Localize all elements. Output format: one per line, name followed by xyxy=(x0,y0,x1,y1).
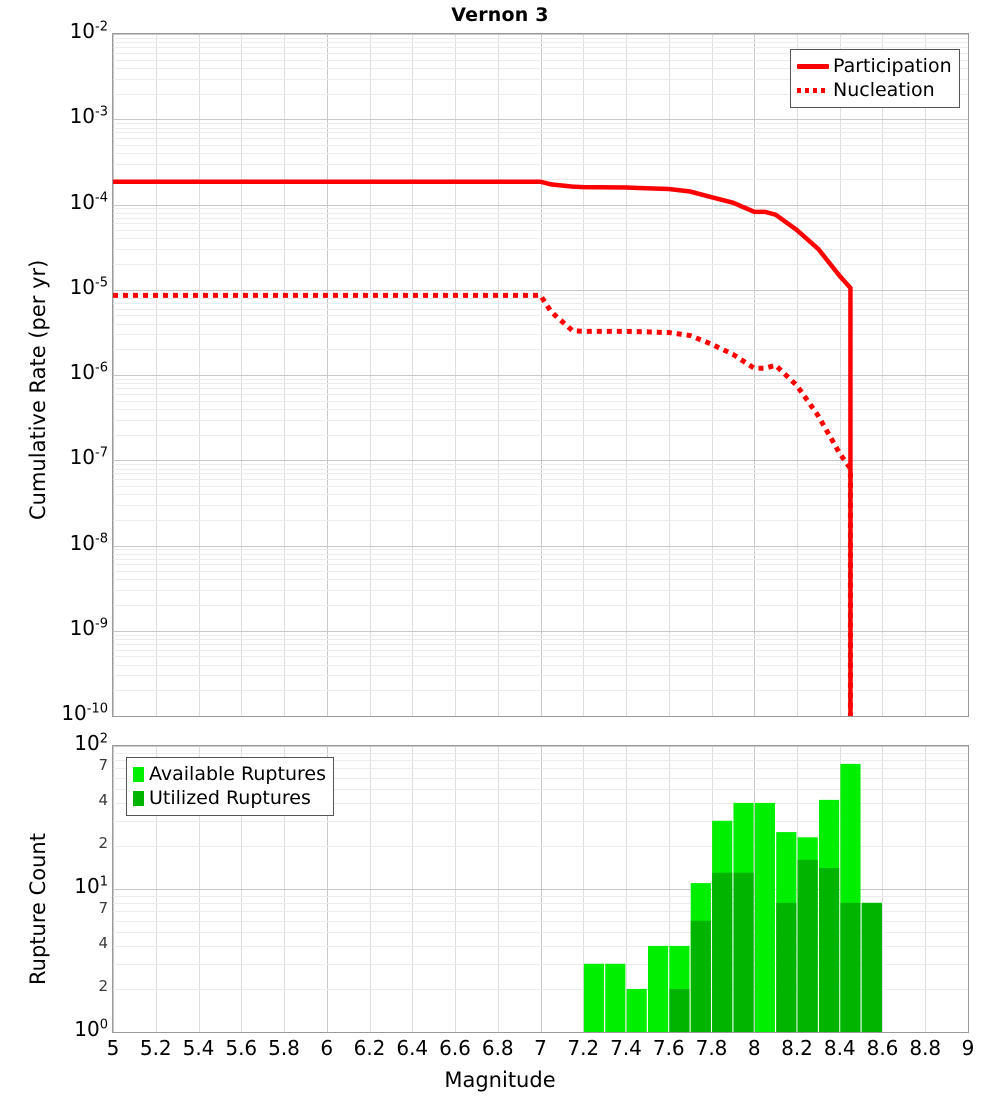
bar-available xyxy=(583,963,605,1032)
top-ytick--6: 10-6 xyxy=(69,360,108,384)
bar-utilized xyxy=(690,920,711,1032)
xtick-7-8: 7.8 xyxy=(695,1036,728,1060)
top-ytick--8: 10-8 xyxy=(69,530,108,555)
top-plot-grid xyxy=(113,34,968,716)
legend-item-participation: Participation xyxy=(797,54,952,78)
bar-available xyxy=(840,763,861,1032)
bar-available xyxy=(712,820,733,1032)
series-nucleation xyxy=(113,292,853,716)
top-ytick--3: 10-3 xyxy=(69,104,108,129)
bottom-yminor-7-0: 7 xyxy=(98,756,108,775)
xtick-6: 6 xyxy=(320,1036,334,1060)
xtick-7-4: 7.4 xyxy=(610,1036,642,1060)
bar-available xyxy=(690,883,711,1032)
bar-available xyxy=(647,945,669,1032)
bar-available xyxy=(626,988,647,1032)
top-ytick--10: 10-10 xyxy=(61,701,108,725)
bar-available xyxy=(605,963,626,1032)
top-plot-curves xyxy=(113,179,853,716)
bottom-ytick-1: 101 xyxy=(74,874,108,898)
legend-label: Participation xyxy=(833,55,952,77)
top-y-tick-labels: 10-2 10-3 10-4 10-5 10-6 10-7 10-8 10-9 10-10 xyxy=(0,0,108,1100)
xtick-8-4: 8.4 xyxy=(823,1036,856,1060)
xtick-5-4: 5.4 xyxy=(182,1036,215,1060)
top-ytick--2: 10-2 xyxy=(69,19,108,43)
top-ytick--9: 10-9 xyxy=(69,615,108,640)
xtick-5-8: 5.8 xyxy=(268,1036,300,1060)
top-ytick--5: 10-5 xyxy=(69,274,108,299)
series-participation xyxy=(113,179,853,716)
top-plot-legend: Participation Nucleation xyxy=(790,49,960,108)
color-swatch-icon xyxy=(133,766,144,782)
legend-item-nucleation: Nucleation xyxy=(797,78,952,102)
bottom-yminor-2-2: 2 xyxy=(98,833,108,852)
xtick-9: 9 xyxy=(961,1036,975,1060)
top-ytick--4: 10-4 xyxy=(69,189,108,214)
bottom-yminor-7-3: 7 xyxy=(98,899,108,918)
bottom-y-tick-labels: 102 101 100 7 4 2 7 4 2 xyxy=(0,0,108,1100)
bar-utilized xyxy=(797,859,818,1032)
legend-label: Utilized Ruptures xyxy=(149,787,311,809)
bottom-plot-legend: Available Ruptures Utilized Ruptures xyxy=(126,757,334,816)
xtick-6-6: 6.6 xyxy=(439,1036,471,1060)
xtick-6-8: 6.8 xyxy=(481,1036,514,1060)
xtick-8-2: 8.2 xyxy=(781,1036,813,1060)
bar-utilized xyxy=(818,868,840,1032)
bar-available xyxy=(754,802,776,1032)
bar-utilized xyxy=(840,902,861,1032)
xtick-5-6: 5.6 xyxy=(225,1036,258,1060)
bar-available xyxy=(861,902,882,1032)
bar-available xyxy=(669,945,690,1032)
bar-utilized xyxy=(861,902,882,1032)
bar-available xyxy=(797,837,818,1032)
bottom-yminor-2-5: 2 xyxy=(98,976,108,995)
bar-utilized xyxy=(776,902,797,1032)
cumulative-rate-plot xyxy=(112,33,969,717)
solid-line-icon xyxy=(797,63,829,69)
bottom-y-axis-label: Rupture Count xyxy=(26,833,50,985)
legend-item-utilized-ruptures: Utilized Ruptures xyxy=(133,786,326,810)
x-axis-label: Magnitude xyxy=(444,1068,556,1092)
bottom-yminor-4-4: 4 xyxy=(98,933,108,952)
page-title: Vernon 3 xyxy=(451,4,549,26)
xtick-7-2: 7.2 xyxy=(567,1036,600,1060)
xtick-6-4: 6.4 xyxy=(396,1036,429,1060)
xtick-6-2: 6.2 xyxy=(353,1036,386,1060)
top-y-axis-label: Cumulative Rate (per yr) xyxy=(26,259,50,520)
bottom-yminor-4-1: 4 xyxy=(98,790,108,809)
bar-available xyxy=(733,802,754,1032)
xtick-7-6: 7.6 xyxy=(652,1036,685,1060)
bar-available xyxy=(776,832,797,1032)
bar-available xyxy=(818,799,840,1032)
bar-utilized xyxy=(733,872,754,1032)
dotted-line-icon xyxy=(797,87,829,93)
xtick-8: 8 xyxy=(747,1036,761,1060)
legend-item-available-ruptures: Available Ruptures xyxy=(133,762,326,786)
bar-utilized xyxy=(669,988,690,1032)
legend-label: Available Ruptures xyxy=(149,763,326,785)
xtick-7: 7 xyxy=(534,1036,547,1060)
legend-label: Nucleation xyxy=(833,79,935,101)
color-swatch-icon xyxy=(133,790,144,806)
bottom-ytick-2: 102 xyxy=(74,731,108,755)
bottom-ytick-0: 100 xyxy=(74,1017,108,1041)
xtick-8-8: 8.8 xyxy=(909,1036,942,1060)
xtick-8-6: 8.6 xyxy=(866,1036,899,1060)
top-ytick--7: 10-7 xyxy=(69,445,108,470)
xtick-5-2: 5.2 xyxy=(139,1036,172,1060)
bar-utilized xyxy=(712,872,733,1032)
xtick-5: 5 xyxy=(106,1036,120,1060)
